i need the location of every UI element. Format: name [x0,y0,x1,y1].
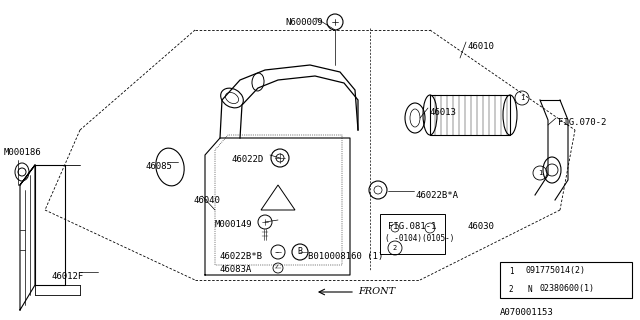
Text: FRONT: FRONT [358,287,395,297]
Text: 091775014(2): 091775014(2) [526,267,586,276]
Text: 46030: 46030 [467,222,494,231]
Text: B: B [298,247,303,257]
Text: 46083A: 46083A [220,265,252,274]
Text: B010008160 (1): B010008160 (1) [308,252,383,261]
Text: M000186: M000186 [4,148,42,157]
Text: 46040: 46040 [194,196,221,205]
Text: 46022B*B: 46022B*B [220,252,263,261]
Text: 2: 2 [509,284,513,293]
Text: 46012F: 46012F [52,272,84,281]
Text: FIG.070-2: FIG.070-2 [558,118,606,127]
Text: 1: 1 [520,95,524,101]
Text: A070001153: A070001153 [500,308,554,317]
Text: M000149: M000149 [215,220,253,229]
Text: 46085: 46085 [145,162,172,171]
Text: 02380600(1): 02380600(1) [540,284,595,293]
Text: N600009: N600009 [285,18,323,27]
Text: ( -0104)(0105-): ( -0104)(0105-) [385,234,454,243]
Text: FIG.081-1: FIG.081-1 [388,222,436,231]
Bar [500,262,632,298]
Text: 2: 2 [393,245,397,251]
Text: 1: 1 [538,170,542,176]
Text: 46013: 46013 [430,108,457,117]
Bar [380,214,445,254]
Text: 46010: 46010 [468,42,495,51]
Text: 1: 1 [509,267,513,276]
Text: 46022B*A: 46022B*A [416,191,459,200]
Text: N: N [528,284,532,293]
Text: 46022D: 46022D [232,155,264,164]
